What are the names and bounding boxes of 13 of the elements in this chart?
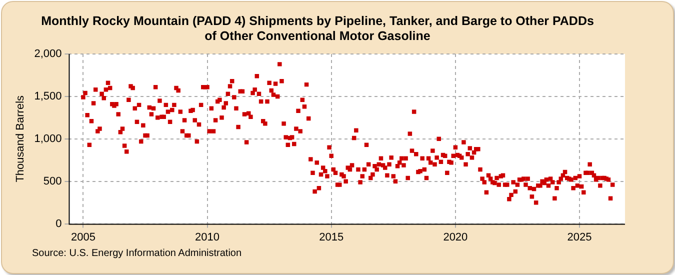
x-tick-label: 2015 — [319, 231, 344, 244]
y-tick-label: 0 — [56, 218, 62, 230]
source-note: Source: U.S. Energy Information Administration — [32, 248, 242, 259]
x-tick-label: 2010 — [195, 231, 220, 244]
y-tick-label: 1,500 — [34, 90, 62, 102]
y-tick-label: 1,000 — [34, 132, 62, 145]
y-tick-label: 500 — [43, 175, 62, 188]
y-tick-label: 2,000 — [34, 48, 62, 60]
x-tick-label: 2020 — [443, 231, 468, 244]
y-axis-title: Thousand Barrels — [14, 94, 27, 182]
chart-title: Monthly Rocky Mountain (PADD 4) Shipments by Pipeline, Tanker, and Barge to Other PADDs of Other Conventional Motor Gasoline — [41, 14, 594, 43]
x-tick-label: 2025 — [567, 231, 592, 244]
x-tick-label: 2005 — [70, 231, 96, 244]
